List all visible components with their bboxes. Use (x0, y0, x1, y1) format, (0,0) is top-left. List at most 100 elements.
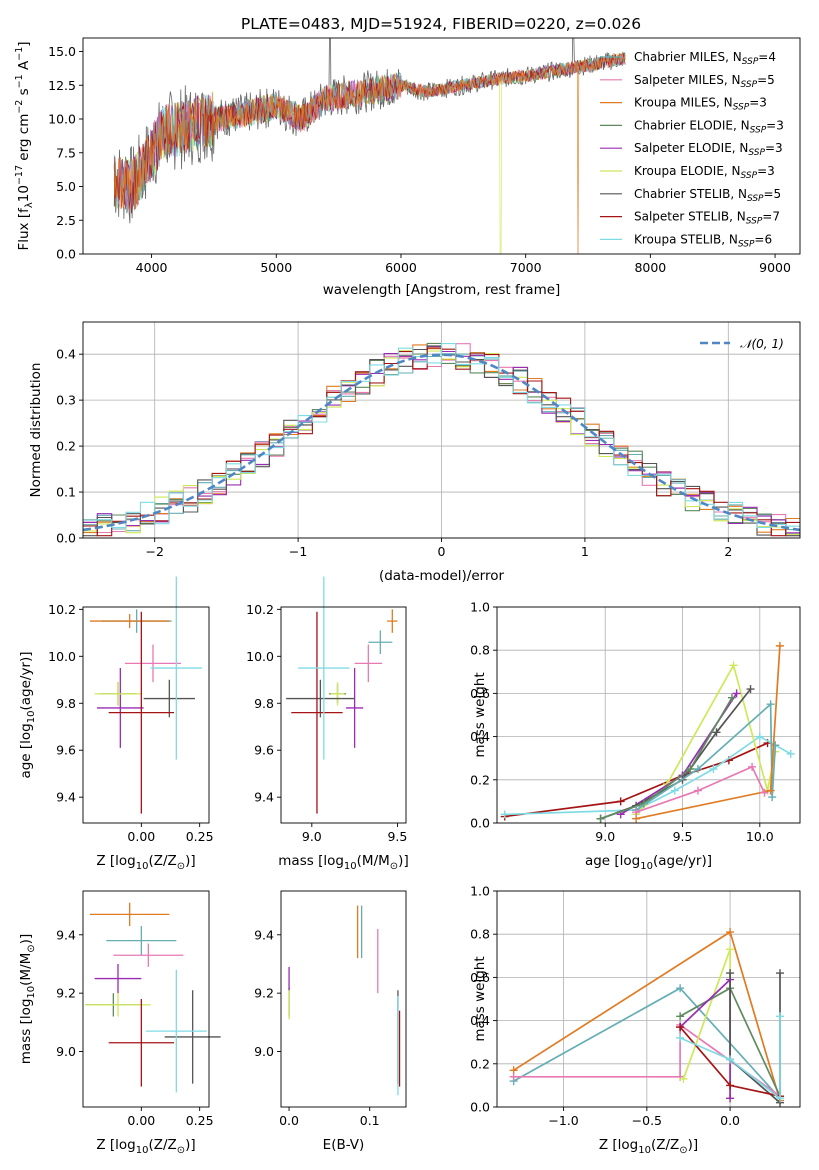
y-tick-label: 1.0 (470, 884, 490, 899)
y-tick-label: 0.4 (56, 347, 76, 362)
x-axis-label: wavelength [Angstrom, rest frame] (323, 282, 561, 298)
y-tick-label: 9.2 (254, 986, 274, 1001)
legend-entry: Salpeter ELODIE, NSSP=3 (634, 141, 783, 158)
weight-marker (760, 788, 769, 797)
weight-marker (726, 945, 735, 954)
y-tick-label: 15.0 (48, 44, 76, 59)
x-tick-label: 5000 (260, 260, 292, 275)
weight-marker (679, 1074, 688, 1083)
y-tick-label: 0.0 (470, 1100, 490, 1115)
x-tick-label: 0.1 (360, 1113, 380, 1128)
y-tick-label: 0.2 (56, 439, 76, 454)
y-tick-label: 9.4 (254, 790, 274, 805)
weight-marker (755, 732, 764, 741)
x-axis-label: Z [log10(Z/Z⊙)] (96, 1137, 195, 1156)
y-tick-label: 9.4 (56, 790, 76, 805)
residuals-panel: −2 −1 0 1 2 0.0 0.1 0.2 0.3 0.4 (data-model)/error… (28, 321, 801, 584)
y-tick-label: 10.0 (48, 112, 76, 127)
x-tick-label: 1 (581, 544, 589, 559)
legend-entry: Salpeter STELIB, NSSP=7 (634, 210, 780, 227)
x-tick-label: 7000 (510, 260, 542, 275)
x-tick-label: 0.00 (127, 1113, 155, 1128)
x-tick-label: 0.25 (186, 1113, 214, 1128)
weight-line (504, 735, 792, 816)
x-tick-label: 9.5 (387, 829, 407, 844)
x-axis-label: Z [log10(Z/Z⊙)] (599, 1137, 698, 1156)
x-tick-label: 9.0 (595, 829, 615, 844)
y-tick-label: 0.8 (470, 643, 490, 658)
x-tick-label: 0 (438, 544, 446, 559)
weight-marker (686, 765, 695, 773)
legend-entry: Chabrier ELODIE, NSSP=3 (634, 118, 784, 135)
y-tick-label: 0.4 (470, 1013, 490, 1028)
x-tick-label: 8000 (634, 260, 666, 275)
weight-marker (766, 786, 775, 795)
weight-marker (676, 1033, 685, 1042)
weight-marker (500, 810, 509, 819)
y-tick-label: 12.5 (48, 78, 76, 93)
axes-frame (496, 606, 801, 824)
weight-marker (726, 1094, 735, 1103)
weight-marker (676, 1012, 685, 1021)
y-axis-label: Flux [fλ10−17 erg cm−2 s−1 A−1] (14, 41, 35, 250)
x-tick-label: 4000 (136, 260, 168, 275)
weight-line (620, 692, 738, 816)
x-axis-label: Z [log10(Z/Z⊙)] (96, 853, 195, 872)
weight-marker (596, 814, 605, 823)
weight-marker (766, 700, 775, 709)
legend-entry: Chabrier MILES, NSSP=4 (634, 50, 776, 67)
y-tick-label: 0.2 (470, 1056, 490, 1071)
x-tick-label: 9000 (759, 260, 791, 275)
weight-marker (729, 661, 738, 670)
axes-frame (280, 890, 407, 1108)
y-tick-label: 10.0 (48, 649, 76, 664)
weight-marker (693, 765, 702, 773)
axes-frame (82, 890, 210, 1108)
x-tick-label: 0.00 (127, 829, 155, 844)
weight-marker (676, 1023, 685, 1032)
weight-line (679, 1016, 781, 1101)
y-tick-label: 0.3 (56, 393, 76, 408)
x-tick-label: 9.0 (302, 829, 322, 844)
spectrum-line-kroupa-miles (113, 52, 626, 254)
weight-vs-Z-panel: −1.0 −0.5 0.0 0.0 0.2 0.4 0.6 0.8 1.0 Z [log10(Z/… (470, 884, 801, 1156)
weight-marker (726, 1055, 735, 1064)
y-tick-label: 9.8 (254, 696, 274, 711)
x-tick-label: 6000 (385, 260, 417, 275)
weight-marker (786, 749, 795, 758)
y-tick-label: 5.0 (56, 179, 76, 194)
y-tick-label: 9.8 (56, 696, 76, 711)
x-tick-label: 9.5 (673, 829, 693, 844)
legend-entry: Kroupa ELODIE, NSSP=3 (634, 164, 775, 181)
y-axis-label: Normed distribution (28, 363, 44, 498)
y-tick-label: 9.4 (56, 927, 76, 942)
legend-entry: Salpeter MILES, NSSP=5 (634, 73, 775, 90)
y-tick-label: 9.0 (56, 1044, 76, 1059)
weight-line (729, 973, 781, 1105)
axes-frame (82, 606, 210, 824)
x-axis-label: E(B-V) (323, 1137, 365, 1153)
y-axis-label: mass weight (472, 956, 488, 1041)
y-tick-label: 2.5 (56, 213, 76, 228)
y-tick-label: 0.4 (470, 729, 490, 744)
weight-marker (509, 1072, 518, 1081)
weight-marker (712, 728, 721, 737)
age-vs-Z-panel: 0.00 0.25 9.4 9.6 9.8 10.0 10.2 Z [log10(Z/Z⊙)]… (18, 576, 214, 872)
x-axis-label: age [log10(age/yr)] (585, 853, 712, 872)
gaussian-curve (82, 353, 801, 532)
spectrum-plot-area (113, 38, 626, 254)
y-tick-label: 0.1 (56, 485, 76, 500)
mass-vs-ebv-panel: 0.0 0.1 9.0 9.2 9.4 E(B-V) (254, 890, 407, 1153)
residuals-legend: 𝒩(0, 1) (700, 337, 784, 351)
weight-marker (727, 693, 736, 702)
x-tick-label: −0.5 (632, 1113, 662, 1128)
y-tick-label: 9.2 (56, 986, 76, 1001)
axes-frame (82, 37, 801, 255)
weight-marker (726, 928, 735, 937)
figure-title: PLATE=0483, MJD=51924, FIBERID=0220, z=0… (241, 15, 641, 33)
weight-marker (632, 808, 641, 817)
legend-entry: Kroupa STELIB, NSSP=6 (634, 232, 772, 249)
y-tick-label: 0.2 (470, 772, 490, 787)
legend-entry: 𝒩(0, 1) (740, 337, 784, 351)
weight-marker (709, 765, 718, 773)
